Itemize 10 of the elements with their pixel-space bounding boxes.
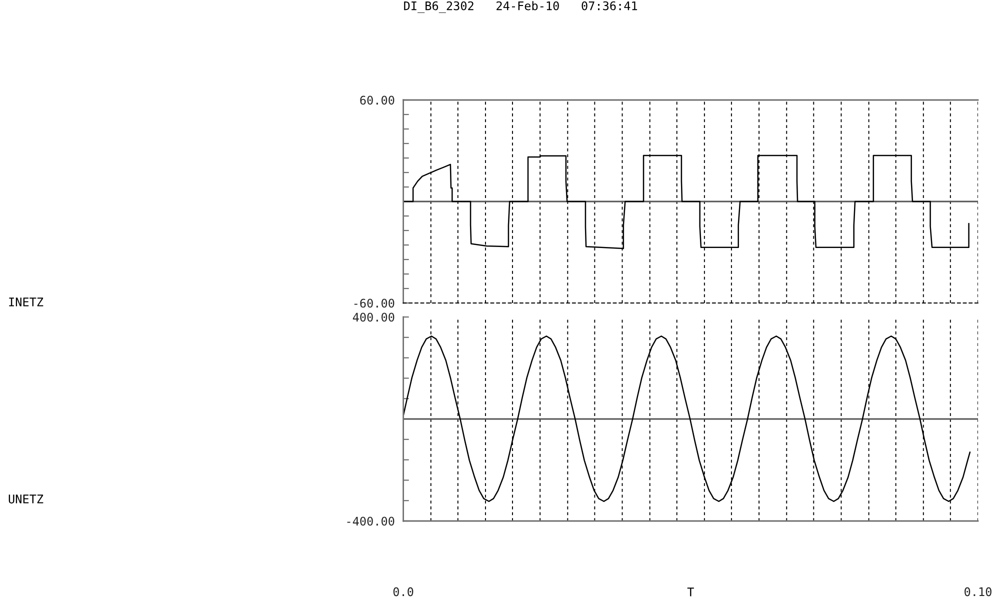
- y-tick-label: 400.00: [352, 312, 394, 322]
- y-tick-label: 60.00: [360, 96, 394, 105]
- y-tick-label: -400.00: [347, 516, 394, 526]
- chart-title: DI_B6_2302 24-Feb-10 07:36:41: [404, 1, 638, 13]
- y-axis-title: UNETZ: [8, 494, 44, 504]
- x-tick-label: 0.0: [393, 587, 414, 596]
- y-tick-label: -60.00: [354, 298, 394, 308]
- y-axis-title: INETZ: [9, 298, 44, 306]
- x-tick-label: 0.10: [964, 587, 992, 596]
- x-axis-title: T: [687, 588, 694, 596]
